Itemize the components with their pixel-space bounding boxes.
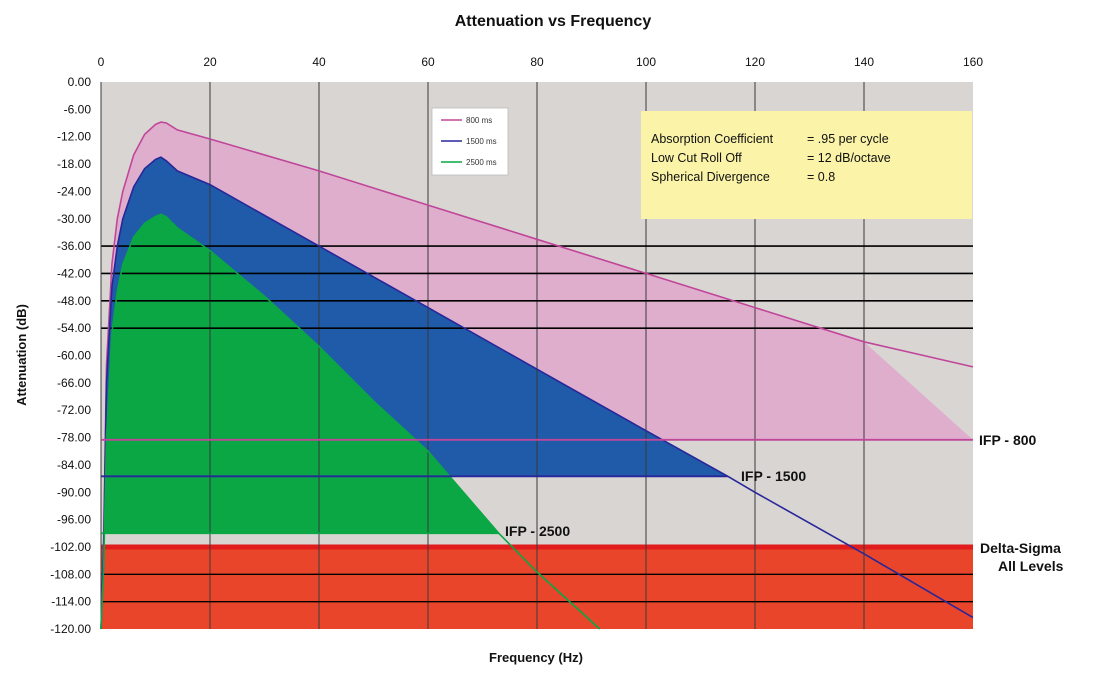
line-1500-ms [100,156,974,630]
y-tick-54-00: -54.00 [57,321,91,335]
legend-entry-2500: 2500 ms [466,158,497,167]
y-tick-18-00: -18.00 [57,157,91,171]
x-tick-labels: 0 20 40 60 80 100 120 140 160 [98,55,984,69]
ifp-2500-label: IFP - 2500 [505,523,570,539]
note-absorption-value: = .95 per cycle [807,132,889,146]
y-tick-30-00: -30.00 [57,212,91,226]
y-tick-84-00: -84.00 [57,458,91,472]
line-2500-ms [100,213,601,630]
legend-entry-1500: 1500 ms [466,137,497,146]
x-tick-0: 0 [98,55,105,69]
y-tick-42-00: -42.00 [57,266,91,280]
chart-title: Attenuation vs Frequency [455,13,652,30]
parameters-note-box [641,111,972,219]
y-tick-60-00: -60.00 [57,349,91,363]
delta-sigma-label: Delta-Sigma [980,540,1061,556]
x-tick-160: 160 [963,55,983,69]
all-levels-label: All Levels [998,558,1064,574]
x-tick-60: 60 [421,55,435,69]
y-tick-72-00: -72.00 [57,403,91,417]
line-800-ms [100,121,974,630]
y-tick-114-00: -114.00 [51,595,91,609]
x-tick-40: 40 [312,55,326,69]
area-2500-ms [104,214,499,534]
y-tick-90-00: -90.00 [57,485,91,499]
x-axis-label: Frequency (Hz) [489,650,583,665]
ifp-800-label: IFP - 800 [979,432,1037,448]
y-tick-78-00: -78.00 [57,431,91,445]
note-lowcut-value: = 12 dB/octave [807,151,891,165]
y-tick-120-00: -120.00 [50,622,91,636]
series-lines [100,121,974,630]
note-lowcut-label: Low Cut Roll Off [651,151,742,165]
y-tick-6-00: -6.00 [64,102,92,116]
grid-lines [100,82,973,629]
legend-entry-800: 800 ms [466,116,492,125]
note-divergence-label: Spherical Divergence [651,170,770,184]
x-tick-20: 20 [203,55,217,69]
y-axis-label: Attenuation (dB) [14,304,29,406]
y-tick-labels: 0.00 -6.00 -12.00 -18.00 -24.00 -30.00 -36.00 -… [50,75,91,636]
series-areas [104,122,973,534]
note-divergence-value: = 0.8 [807,170,835,184]
y-tick-0-00: 0.00 [68,75,92,89]
note-absorption-label: Absorption Coefficient [651,132,774,146]
y-tick-66-00: -66.00 [57,376,91,390]
x-tick-80: 80 [530,55,544,69]
y-tick-48-00: -48.00 [57,294,91,308]
y-tick-96-00: -96.00 [57,513,91,527]
x-tick-120: 120 [745,55,765,69]
ifp-1500-label: IFP - 1500 [741,468,806,484]
y-tick-24-00: -24.00 [57,184,91,198]
x-tick-140: 140 [854,55,874,69]
legend: 800 ms 1500 ms 2500 ms [431,107,509,176]
y-tick-36-00: -36.00 [57,239,91,253]
y-tick-108-00: -108.00 [50,567,91,581]
y-tick-102-00: -102.00 [50,540,91,554]
parameters-note: Absorption Coefficient = .95 per cycle L… [641,111,972,219]
x-tick-100: 100 [636,55,656,69]
y-tick-12-00: -12.00 [57,130,91,144]
